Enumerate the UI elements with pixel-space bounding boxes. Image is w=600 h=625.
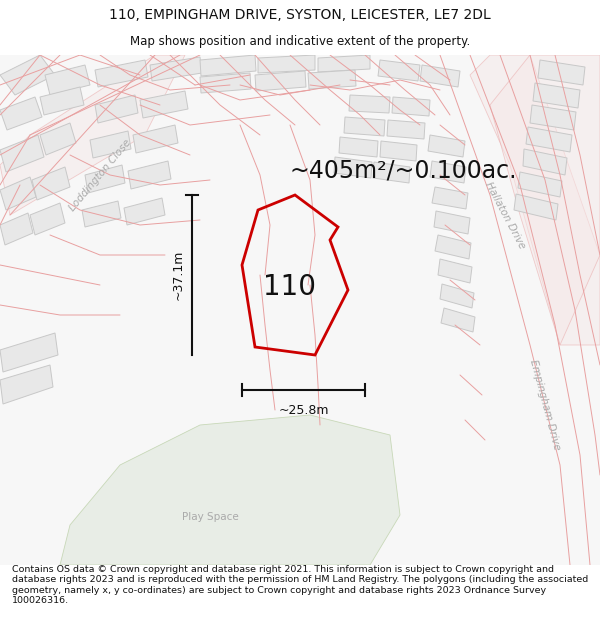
Text: Loddington Close: Loddington Close	[67, 138, 133, 212]
Polygon shape	[380, 141, 417, 161]
Text: 110: 110	[263, 273, 317, 301]
Polygon shape	[32, 167, 70, 200]
Text: 110, EMPINGHAM DRIVE, SYSTON, LEICESTER, LE7 2DL: 110, EMPINGHAM DRIVE, SYSTON, LEICESTER,…	[109, 8, 491, 22]
Polygon shape	[318, 55, 370, 72]
Polygon shape	[378, 60, 420, 81]
Polygon shape	[200, 73, 251, 93]
Polygon shape	[255, 71, 306, 91]
Polygon shape	[490, 55, 600, 345]
Polygon shape	[140, 91, 188, 118]
Polygon shape	[373, 162, 410, 183]
Polygon shape	[95, 95, 138, 123]
Text: ~25.8m: ~25.8m	[278, 404, 329, 416]
Polygon shape	[530, 105, 576, 130]
Polygon shape	[440, 284, 474, 308]
Text: ~405m²/~0.100ac.: ~405m²/~0.100ac.	[290, 158, 517, 182]
Text: Hallaton Drive: Hallaton Drive	[483, 180, 527, 250]
Polygon shape	[420, 65, 460, 87]
Polygon shape	[150, 57, 202, 81]
Polygon shape	[0, 135, 44, 172]
Text: ~37.1m: ~37.1m	[172, 250, 185, 300]
Polygon shape	[387, 120, 425, 139]
Polygon shape	[334, 157, 372, 178]
Polygon shape	[526, 127, 572, 152]
Polygon shape	[0, 55, 55, 95]
Polygon shape	[82, 201, 121, 227]
Polygon shape	[308, 70, 356, 89]
Polygon shape	[0, 55, 185, 215]
Polygon shape	[0, 177, 36, 210]
Polygon shape	[392, 97, 430, 116]
Polygon shape	[441, 308, 475, 332]
Polygon shape	[124, 198, 165, 225]
Polygon shape	[200, 55, 256, 76]
Polygon shape	[30, 203, 65, 235]
Polygon shape	[428, 135, 465, 157]
Polygon shape	[349, 95, 390, 113]
Polygon shape	[45, 65, 90, 95]
Polygon shape	[40, 123, 76, 155]
Text: Contains OS data © Crown copyright and database right 2021. This information is : Contains OS data © Crown copyright and d…	[12, 565, 588, 605]
Polygon shape	[258, 55, 315, 73]
Polygon shape	[0, 97, 42, 130]
Polygon shape	[435, 235, 471, 259]
Polygon shape	[438, 259, 472, 283]
Polygon shape	[0, 333, 58, 372]
Polygon shape	[533, 83, 580, 108]
Polygon shape	[90, 131, 131, 158]
Polygon shape	[95, 60, 148, 87]
Polygon shape	[344, 117, 385, 136]
Polygon shape	[128, 161, 171, 189]
Polygon shape	[430, 161, 466, 183]
Polygon shape	[133, 125, 178, 153]
Polygon shape	[85, 165, 125, 193]
Text: Empingham Drive: Empingham Drive	[528, 359, 562, 451]
Polygon shape	[470, 55, 600, 345]
Polygon shape	[434, 211, 470, 234]
Polygon shape	[0, 213, 33, 245]
Polygon shape	[432, 187, 468, 209]
Text: Play Space: Play Space	[182, 512, 238, 522]
Polygon shape	[518, 172, 562, 197]
Polygon shape	[0, 365, 53, 404]
Polygon shape	[523, 149, 567, 175]
Text: Map shows position and indicative extent of the property.: Map shows position and indicative extent…	[130, 35, 470, 48]
Polygon shape	[40, 87, 84, 115]
Polygon shape	[514, 194, 558, 220]
Polygon shape	[538, 60, 585, 85]
Polygon shape	[339, 137, 378, 157]
Polygon shape	[60, 415, 400, 565]
